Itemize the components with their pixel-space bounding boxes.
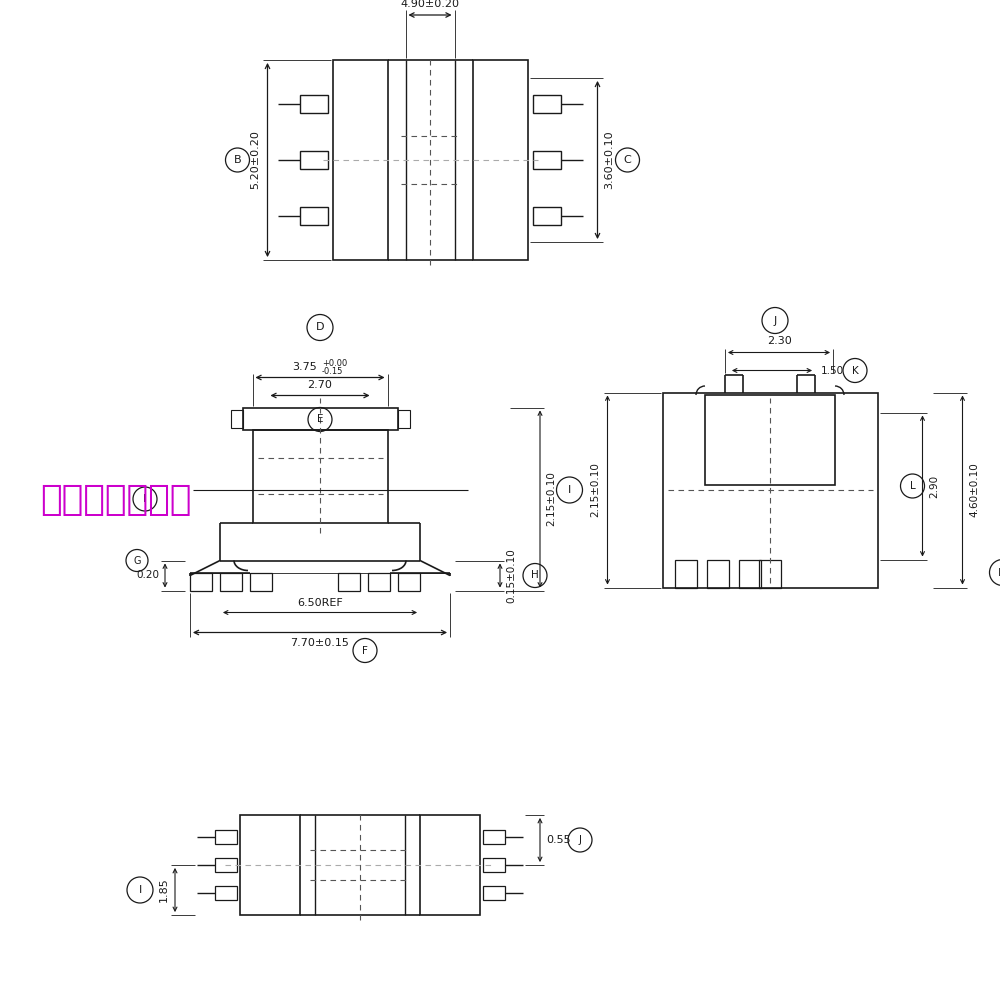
- Text: 4.90±0.20: 4.90±0.20: [400, 0, 460, 9]
- Bar: [705, 395, 835, 485]
- Text: B: B: [234, 155, 241, 165]
- Bar: [300, 151, 328, 169]
- Bar: [300, 95, 328, 113]
- Bar: [215, 830, 237, 844]
- Bar: [398, 410, 410, 428]
- Text: I: I: [144, 494, 146, 504]
- Text: 0.15±0.10: 0.15±0.10: [506, 548, 516, 603]
- Bar: [738, 560, 761, 587]
- Bar: [300, 207, 328, 225]
- Text: F: F: [362, 646, 368, 656]
- Text: K: K: [852, 365, 858, 375]
- Bar: [532, 151, 560, 169]
- Text: G: G: [133, 556, 141, 566]
- Text: -0.15: -0.15: [322, 366, 343, 375]
- Bar: [332, 60, 388, 260]
- Text: E: E: [317, 414, 323, 424]
- Bar: [215, 858, 237, 872]
- Text: +0.00: +0.00: [322, 359, 347, 367]
- Bar: [483, 830, 505, 844]
- Bar: [190, 572, 212, 590]
- Bar: [252, 430, 388, 522]
- Text: 3.60±0.10: 3.60±0.10: [604, 131, 614, 189]
- Text: I: I: [138, 885, 142, 895]
- Text: D: D: [316, 322, 324, 332]
- Bar: [473, 60, 528, 260]
- Text: 琴江河电子商场: 琴江河电子商场: [40, 483, 191, 517]
- Bar: [420, 815, 480, 915]
- Text: 2.90: 2.90: [930, 474, 940, 498]
- Text: C: C: [624, 155, 631, 165]
- Bar: [220, 572, 242, 590]
- Bar: [483, 858, 505, 872]
- Text: 1.85: 1.85: [159, 878, 169, 902]
- Text: 7.70±0.15: 7.70±0.15: [291, 638, 349, 648]
- Bar: [398, 572, 420, 590]
- Text: 2.15±0.10: 2.15±0.10: [590, 463, 600, 517]
- Bar: [662, 392, 878, 587]
- Bar: [706, 560, 728, 587]
- Bar: [242, 408, 398, 430]
- Bar: [532, 95, 560, 113]
- Text: 2.15±0.10: 2.15±0.10: [546, 472, 556, 526]
- Bar: [532, 207, 560, 225]
- Text: 0.20: 0.20: [136, 570, 159, 580]
- Text: M: M: [998, 568, 1000, 578]
- Text: 2.70: 2.70: [308, 380, 332, 390]
- Text: J: J: [773, 316, 777, 326]
- Bar: [230, 410, 242, 428]
- Bar: [368, 572, 390, 590]
- Text: 5.20±0.20: 5.20±0.20: [250, 131, 260, 189]
- Bar: [483, 886, 505, 900]
- Text: H: H: [531, 570, 539, 580]
- Bar: [759, 560, 781, 587]
- Text: J: J: [578, 835, 582, 845]
- Text: L: L: [910, 481, 915, 491]
- Text: 0.55: 0.55: [546, 835, 571, 845]
- Bar: [338, 572, 360, 590]
- Bar: [674, 560, 696, 587]
- Bar: [240, 815, 300, 915]
- Text: I: I: [568, 485, 571, 495]
- Bar: [215, 886, 237, 900]
- Text: 1.50: 1.50: [821, 365, 844, 375]
- Text: 2.30: 2.30: [767, 336, 791, 347]
- Text: 3.75: 3.75: [292, 361, 317, 371]
- Text: 6.50REF: 6.50REF: [297, 597, 343, 607]
- Bar: [250, 572, 272, 590]
- Text: 4.60±0.10: 4.60±0.10: [970, 463, 980, 517]
